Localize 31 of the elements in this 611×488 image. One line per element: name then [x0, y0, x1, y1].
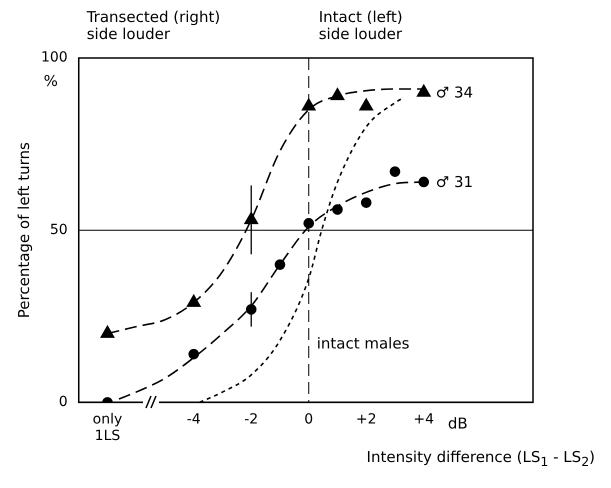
- x-tick-label: 0: [304, 411, 314, 428]
- point: [418, 176, 430, 188]
- point: [332, 204, 343, 215]
- x-tick-label: -2: [244, 411, 258, 428]
- point: [302, 98, 316, 111]
- text: Intact (left) side louder: [318, 8, 403, 43]
- text: Transected (right) side louder: [86, 8, 220, 43]
- y-axis-title: Percentage of left turns: [14, 142, 33, 318]
- y-tick-label: 100: [40, 50, 68, 66]
- point: [274, 259, 286, 270]
- y-tick-label: 50: [50, 222, 68, 238]
- point: [100, 326, 114, 338]
- point: [188, 348, 200, 360]
- point: [360, 197, 372, 208]
- point: [416, 84, 431, 97]
- point: [330, 88, 344, 100]
- point: [359, 98, 374, 111]
- x-tick-label: -4: [186, 411, 201, 428]
- text: %: [44, 72, 58, 90]
- x-tick-label: +4: [413, 411, 434, 428]
- text: dB: [448, 414, 468, 432]
- series-label: ♂ 31: [436, 172, 474, 191]
- x-axis-title: Intensity difference (LS$_{1}$ - LS$_{2}$): [366, 448, 596, 469]
- series-label: ♂ 34: [436, 83, 474, 102]
- point: [390, 166, 400, 177]
- series-label: intact males: [316, 334, 410, 352]
- x-tick-label: only 1LS: [92, 411, 122, 444]
- point: [186, 294, 201, 307]
- point: [303, 218, 314, 229]
- y-tick-label: 0: [58, 394, 68, 410]
- x-tick-label: +2: [356, 411, 377, 428]
